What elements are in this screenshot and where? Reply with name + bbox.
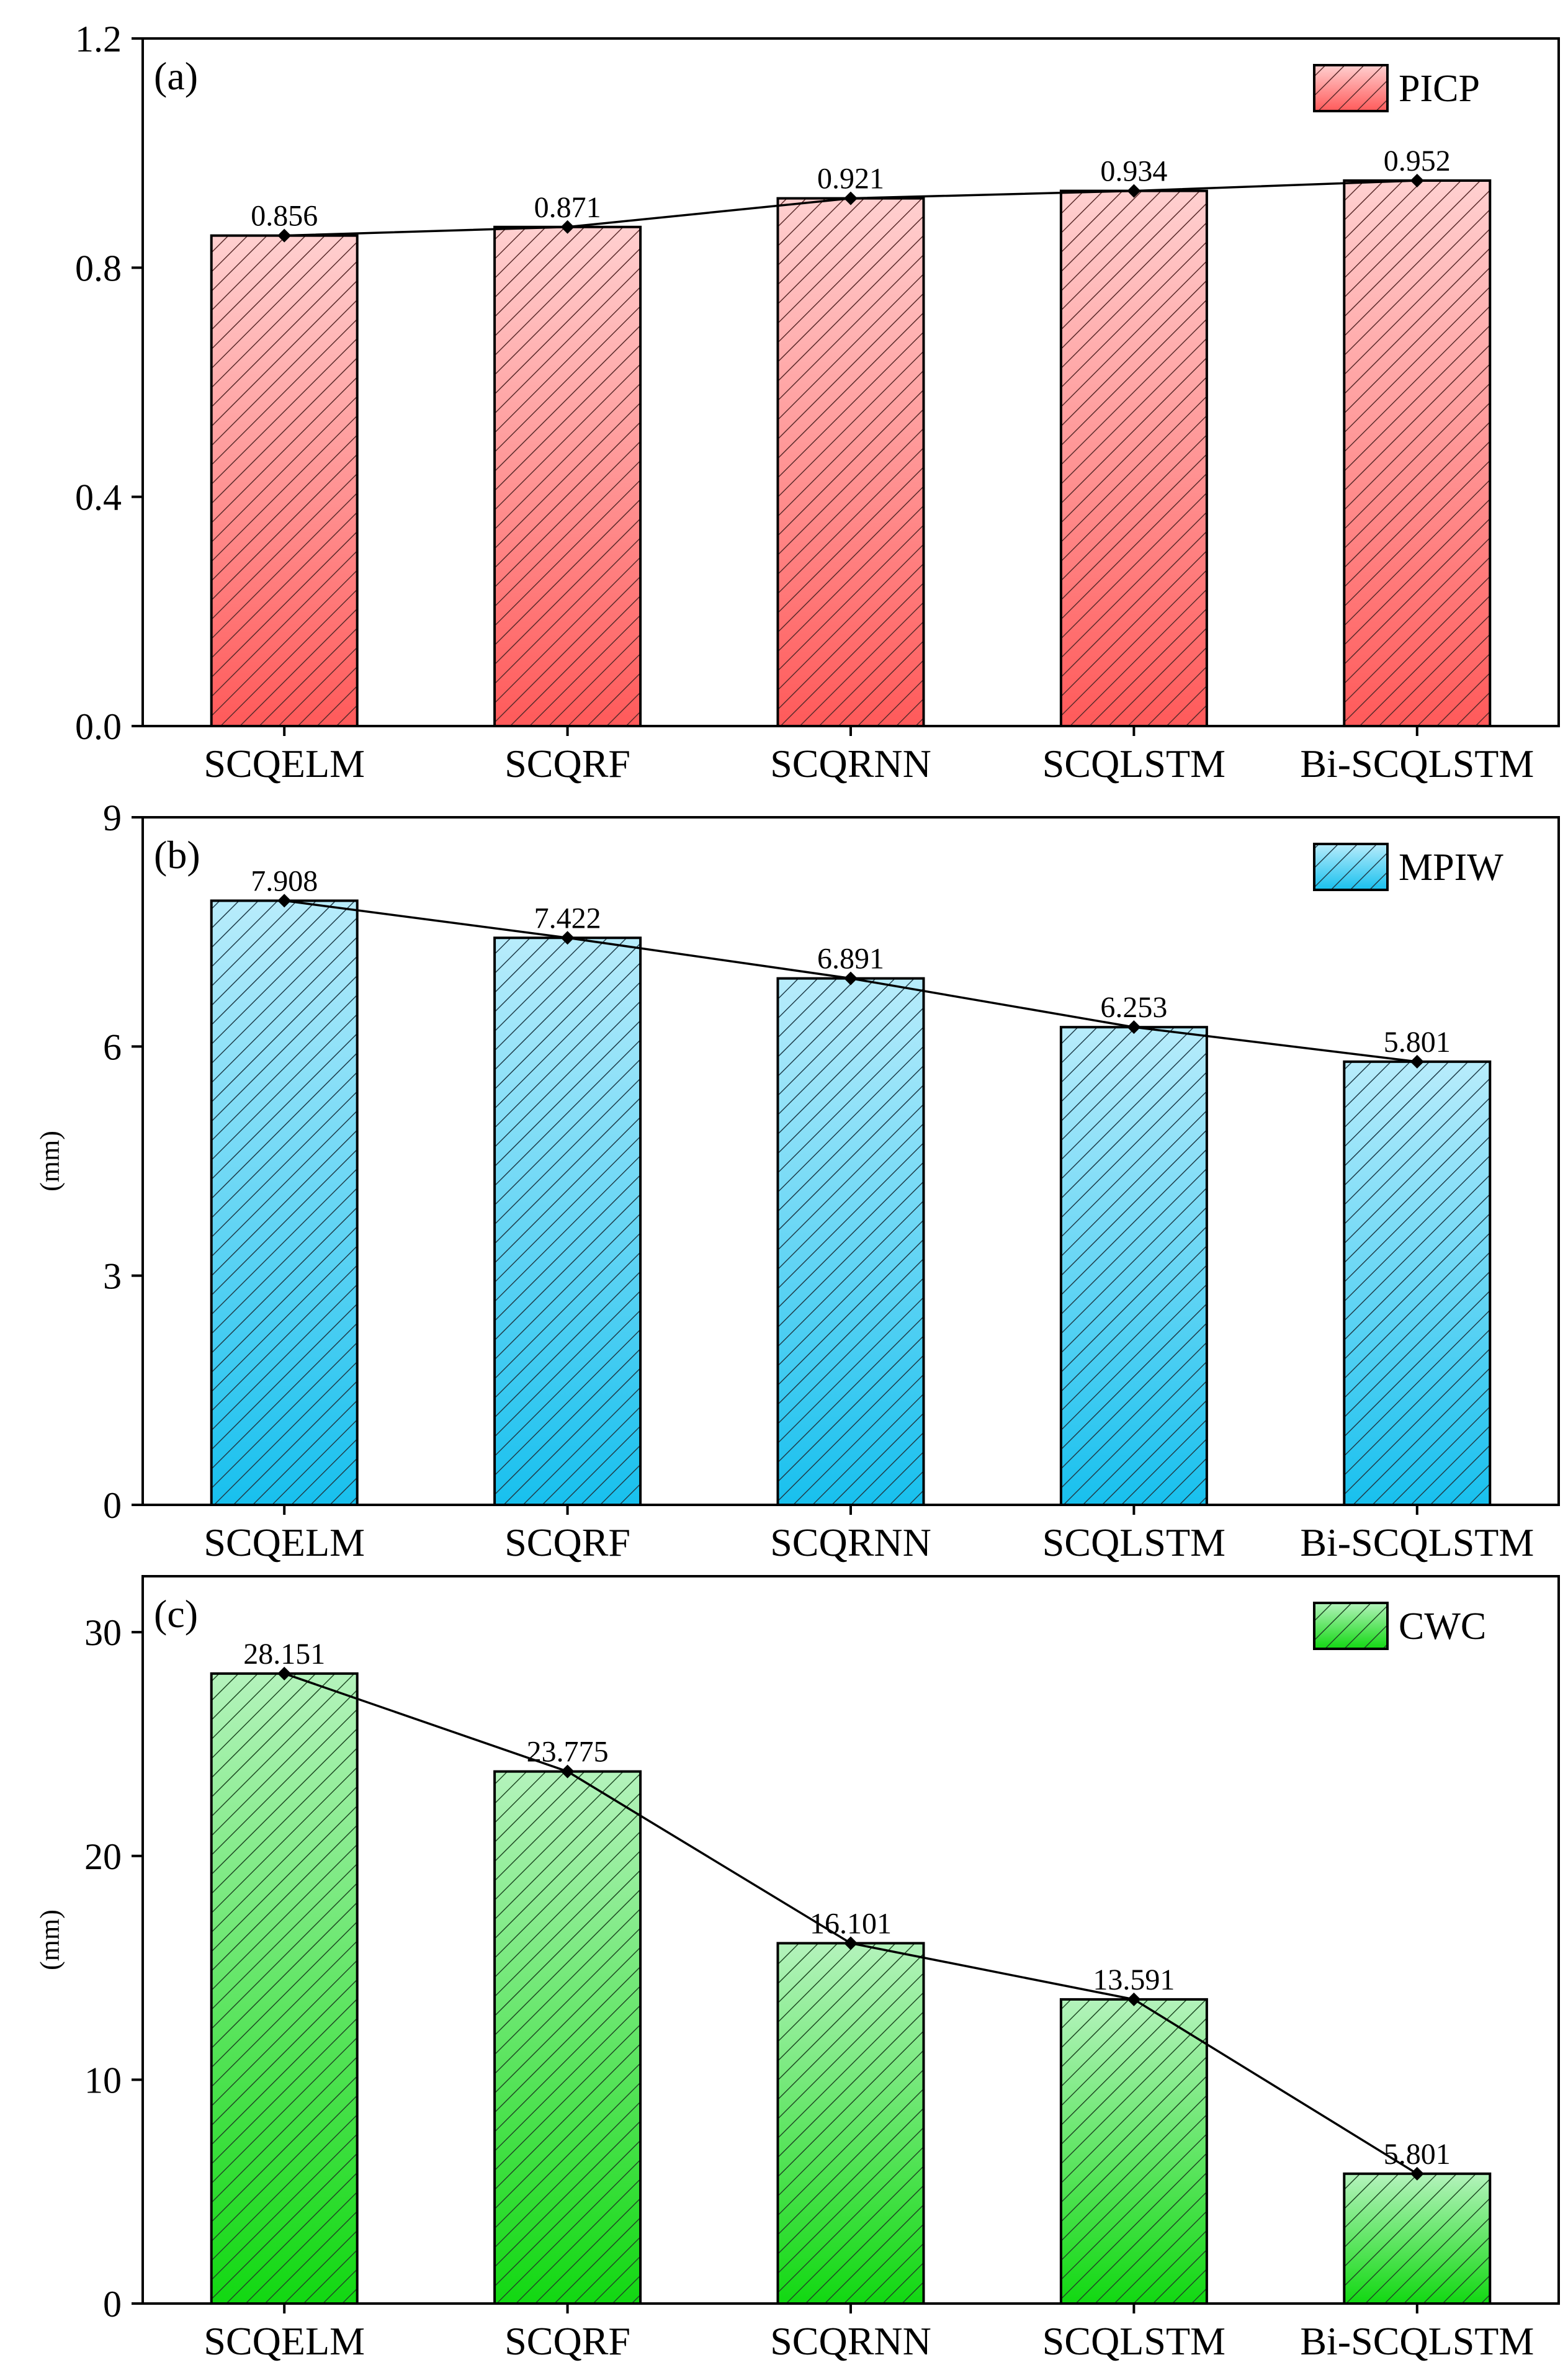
x-tick-label: SCQELM (204, 2319, 365, 2363)
bar-scqrnn (776, 977, 925, 1506)
legend: PICP (1313, 64, 1480, 112)
legend-swatch (1313, 1602, 1389, 1650)
y-axis-title: (mm) (35, 1909, 65, 1970)
trend-marker (1127, 184, 1141, 198)
value-label: 0.934 (1100, 155, 1167, 188)
x-tick-label: SCQRNN (770, 742, 931, 786)
panel-label: (a) (154, 54, 198, 98)
bar-scqelm (210, 1672, 359, 2305)
value-label: 5.801 (1384, 2138, 1451, 2171)
value-label: 6.253 (1100, 991, 1167, 1024)
x-tick-label: SCQRNN (770, 2319, 931, 2363)
panel-b: 7.908 7.422 6.891 6.253 5.801 0 3 6 9 SCQELM SCQRF… (35, 797, 1560, 1564)
legend: MPIW (1313, 843, 1503, 891)
trend-marker (1127, 1020, 1141, 1034)
trend-marker (844, 1936, 858, 1950)
value-label: 23.775 (527, 1736, 609, 1769)
bar-bi-scqlstm (1343, 179, 1492, 727)
trend-marker (1410, 2166, 1424, 2181)
x-tick-label: SCQELM (204, 1520, 365, 1564)
panel-c: 28.151 23.775 16.101 13.591 5.801 0 10 20 30 SCQE… (35, 1575, 1560, 2363)
value-label: 16.101 (810, 1907, 892, 1940)
value-label: 0.952 (1384, 145, 1451, 177)
x-tick-label: SCQRF (504, 1520, 630, 1564)
y-tick-label: 0 (103, 2284, 122, 2325)
x-tick-label: SCQLSTM (1042, 742, 1225, 786)
y-tick-label: 0.0 (75, 706, 122, 747)
y-tick-label: 0 (103, 1485, 122, 1526)
panel-label: (c) (154, 1592, 198, 1636)
x-tick-label: Bi-SCQLSTM (1300, 742, 1534, 786)
trend-marker (277, 1666, 292, 1680)
bar-scqrf (493, 225, 642, 727)
y-tick-label: 6 (103, 1026, 122, 1067)
legend-label: MPIW (1399, 846, 1503, 889)
panel-label: (b) (154, 833, 200, 877)
y-tick-label: 9 (103, 797, 122, 838)
value-label: 0.921 (817, 163, 884, 195)
trend-marker (277, 894, 292, 908)
bar-bi-scqlstm (1343, 1060, 1492, 1506)
legend-swatch (1313, 843, 1389, 891)
bar-scqlstm (1059, 1998, 1208, 2305)
x-tick-label: SCQRF (504, 742, 630, 786)
x-tick-label: SCQELM (204, 742, 365, 786)
value-label: 28.151 (243, 1638, 325, 1671)
trend-marker (1410, 1054, 1424, 1069)
value-label: 5.801 (1384, 1026, 1451, 1059)
legend-label: CWC (1399, 1605, 1486, 1648)
bar-scqrnn (776, 1942, 925, 2305)
value-label: 6.891 (817, 943, 884, 976)
panel-a: 0.856 0.871 0.921 0.934 0.952 0.0 0.4 0.8 1.2 SCQ… (75, 19, 1560, 786)
trend-marker (277, 228, 292, 243)
y-tick-label: 10 (84, 2060, 122, 2101)
x-tick-label: SCQLSTM (1042, 2319, 1225, 2363)
x-tick-label: Bi-SCQLSTM (1300, 1520, 1534, 1564)
y-tick-label: 3 (103, 1256, 122, 1297)
bar-scqrnn (776, 197, 925, 727)
y-tick-label: 1.2 (75, 19, 122, 60)
value-label: 0.856 (251, 200, 318, 233)
x-tick-label: SCQRF (504, 2319, 630, 2363)
x-tick-label: SCQRNN (770, 1520, 931, 1564)
y-tick-label: 30 (84, 1612, 122, 1653)
legend: CWC (1313, 1602, 1486, 1650)
legend-label: PICP (1399, 68, 1480, 110)
bar-scqrf (493, 936, 642, 1506)
trend-marker (560, 1764, 575, 1779)
value-label: 13.591 (1093, 1963, 1175, 1996)
x-tick-label: Bi-SCQLSTM (1300, 2319, 1534, 2363)
trend-marker (560, 220, 575, 234)
legend-swatch (1313, 64, 1389, 112)
x-tick-label: SCQLSTM (1042, 1520, 1225, 1564)
trend-marker (560, 931, 575, 945)
bar-scqlstm (1059, 189, 1208, 727)
y-tick-label: 0.8 (75, 248, 122, 289)
value-label: 7.908 (251, 864, 318, 897)
y-tick-label: 20 (84, 1836, 122, 1877)
bar-bi-scqlstm (1343, 2172, 1492, 2305)
y-tick-label: 0.4 (75, 477, 122, 518)
trend-marker (844, 971, 858, 985)
trend-marker (1127, 1992, 1141, 2006)
trend-marker (1410, 173, 1424, 187)
value-label: 7.422 (534, 902, 601, 935)
y-axis-title: (mm) (35, 1131, 65, 1191)
bar-scqelm (210, 899, 359, 1507)
bar-scqrf (493, 1770, 642, 2305)
bar-scqelm (210, 234, 359, 728)
trend-marker (844, 191, 858, 205)
value-label: 0.871 (534, 191, 601, 224)
bar-scqlstm (1059, 1026, 1208, 1507)
